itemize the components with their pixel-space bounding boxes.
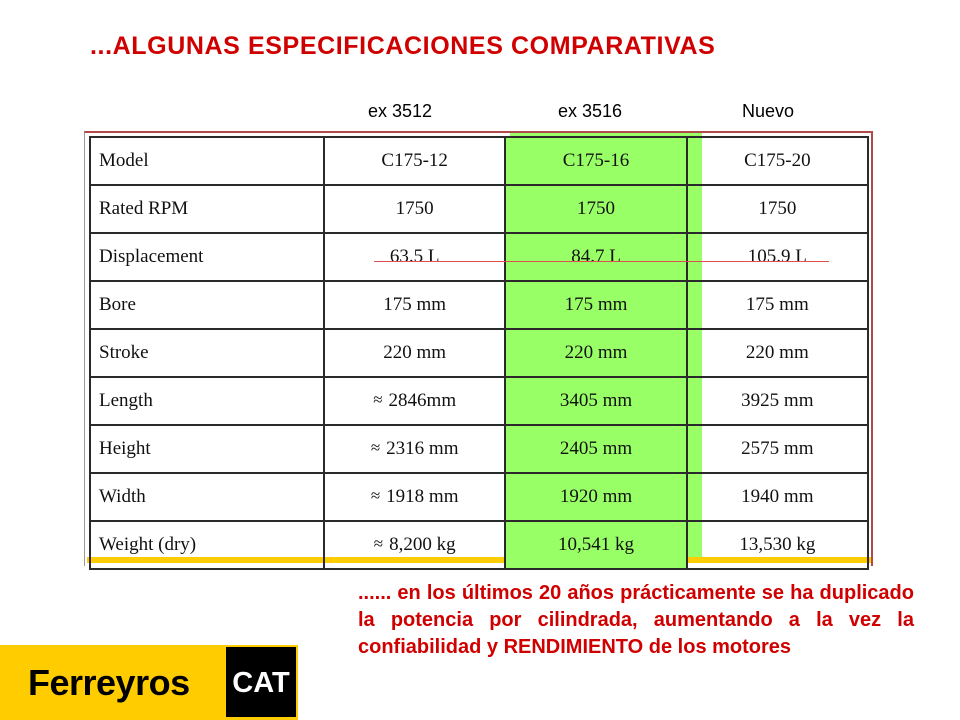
cell-c175-20: 2575 mm (685, 424, 870, 474)
cell-c175-16: 1750 (504, 184, 688, 234)
row-label: Rated RPM (89, 184, 325, 234)
row-label: Width (89, 472, 325, 522)
ferreyros-logo: Ferreyros (28, 662, 190, 703)
specs-table: Model C175-12 C175-16 C175-20 Rated RPM … (89, 136, 870, 570)
table-row: Width ≈1918 mm 1920 mm 1940 mm (89, 472, 870, 522)
column-label-ex-3516: ex 3516 (558, 101, 623, 121)
cell-c175-16: 84.7 L (504, 232, 688, 282)
cell-c175-12: C175-12 (322, 136, 507, 186)
cell-value: 2316 mm (386, 438, 459, 459)
cell-c175-12: ≈2316 mm (322, 424, 507, 474)
cell-c175-12: 63.5 L (322, 232, 507, 282)
cell-c175-16: C175-16 (504, 136, 688, 186)
cell-c175-20: 1940 mm (685, 472, 870, 522)
cell-c175-16: 10,541 kg (504, 520, 688, 570)
table-row: Bore 175 mm 175 mm 175 mm (89, 280, 870, 330)
table-row: Height ≈2316 mm 2405 mm 2575 mm (89, 424, 870, 474)
cell-value: 1918 mm (386, 486, 459, 507)
table-row: Stroke 220 mm 220 mm 220 mm (89, 328, 870, 378)
slide-title: ...ALGUNAS ESPECIFICACIONES COMPARATIVAS (90, 32, 716, 60)
column-label-ex-3512: ex 3512 (368, 101, 433, 121)
row-label: Height (89, 424, 325, 474)
cell-c175-20: 1750 (685, 184, 870, 234)
cell-c175-20: 220 mm (685, 328, 870, 378)
cell-c175-16: 220 mm (504, 328, 688, 378)
cell-value: 2846mm (388, 390, 457, 411)
cell-value: 8,200 kg (389, 534, 456, 555)
row-label: Length (89, 376, 325, 426)
note-text: ...... en los últimos 20 años prácticame… (358, 582, 914, 658)
table-row: Length ≈2846mm 3405 mm 3925 mm (89, 376, 870, 426)
cat-logo-box (226, 647, 296, 717)
table-row: Model C175-12 C175-16 C175-20 (89, 136, 870, 186)
table-row: Weight (dry) ≈8,200 kg 10,541 kg 13,530 … (89, 520, 870, 570)
cell-c175-12: 1750 (322, 184, 507, 234)
table-row: Displacement 63.5 L 84.7 L 105.9 L (89, 232, 870, 282)
table-row: Rated RPM 1750 1750 1750 (89, 184, 870, 234)
cell-c175-12: 220 mm (322, 328, 507, 378)
cat-logo: CAT (232, 667, 290, 699)
row-label: Bore (89, 280, 325, 330)
approx-symbol: ≈ (370, 438, 381, 457)
cell-c175-20: 13,530 kg (685, 520, 870, 570)
approx-symbol: ≈ (370, 486, 381, 505)
row-label: Displacement (89, 232, 325, 282)
cell-c175-16: 2405 mm (504, 424, 688, 474)
displacement-underline (374, 261, 829, 262)
cell-c175-16: 1920 mm (504, 472, 688, 522)
cell-c175-20: 105.9 L (685, 232, 870, 282)
cell-c175-20: 175 mm (685, 280, 870, 330)
cell-c175-12: ≈8,200 kg (322, 520, 507, 570)
cell-c175-12: ≈1918 mm (322, 472, 507, 522)
cell-c175-12: 175 mm (322, 280, 507, 330)
cell-c175-12: ≈2846mm (322, 376, 507, 426)
row-label: Stroke (89, 328, 325, 378)
row-label: Weight (dry) (89, 520, 325, 570)
cell-c175-20: C175-20 (685, 136, 870, 186)
approx-symbol: ≈ (373, 534, 384, 553)
row-label: Model (89, 136, 325, 186)
approx-symbol: ≈ (373, 390, 383, 409)
column-label-nuevo: Nuevo (742, 101, 795, 121)
cell-c175-20: 3925 mm (685, 376, 870, 426)
cell-c175-16: 175 mm (504, 280, 688, 330)
cell-c175-16: 3405 mm (504, 376, 688, 426)
